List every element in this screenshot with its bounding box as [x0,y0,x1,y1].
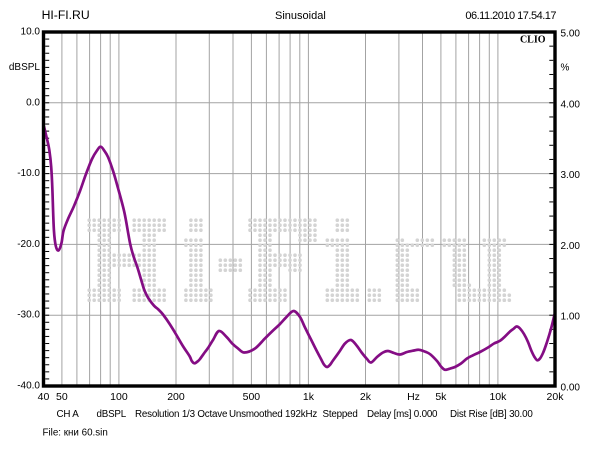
svg-text:Stepped: Stepped [323,409,358,420]
svg-text:Resolution 1/3 Octave: Resolution 1/3 Octave [135,409,228,420]
svg-text:0.00: 0.00 [561,383,581,394]
svg-text:-30.0: -30.0 [17,310,40,321]
svg-text:-40.0: -40.0 [17,381,40,392]
svg-text:Sinusoidal: Sinusoidal [275,10,326,22]
svg-text:2.00: 2.00 [561,241,581,252]
svg-text:Delay [ms] 0.000: Delay [ms] 0.000 [367,409,438,420]
svg-text:CH A: CH A [57,409,80,420]
svg-text:10.0: 10.0 [21,27,41,38]
svg-text:HI-FI.RU: HI-FI.RU [42,8,90,22]
svg-text:500: 500 [243,391,261,403]
svg-text:192kHz: 192kHz [285,409,317,420]
svg-text:Hz: Hz [407,391,420,403]
svg-text:200: 200 [167,391,185,403]
svg-text:2k: 2k [360,391,372,403]
svg-text:File: кни 60.sin: File: кни 60.sin [43,428,108,439]
svg-text:50: 50 [56,391,68,403]
svg-text:CLIO: CLIO [520,35,546,46]
svg-text:Unsmoothed: Unsmoothed [229,409,283,420]
svg-text:0.0: 0.0 [26,97,40,108]
svg-text:5.00: 5.00 [561,29,581,40]
svg-text:100: 100 [110,391,128,403]
svg-text:1k: 1k [303,391,315,403]
svg-text:40: 40 [38,391,50,403]
svg-text:-10.0: -10.0 [17,168,40,179]
svg-text:1.00: 1.00 [561,312,581,323]
svg-text:%: % [561,63,570,74]
svg-text:dBSPL: dBSPL [9,62,41,73]
svg-text:Dist Rise [dB] 30.00: Dist Rise [dB] 30.00 [450,409,533,420]
svg-text:10k: 10k [489,391,507,403]
svg-text:3.00: 3.00 [561,170,581,181]
svg-text:06.11.2010 17.54.17: 06.11.2010 17.54.17 [465,10,556,22]
svg-text:20k: 20k [547,391,565,403]
svg-text:4.00: 4.00 [561,99,581,110]
svg-text:-20.0: -20.0 [17,239,40,250]
svg-text:5k: 5k [435,391,447,403]
svg-text:dBSPL: dBSPL [97,409,127,420]
